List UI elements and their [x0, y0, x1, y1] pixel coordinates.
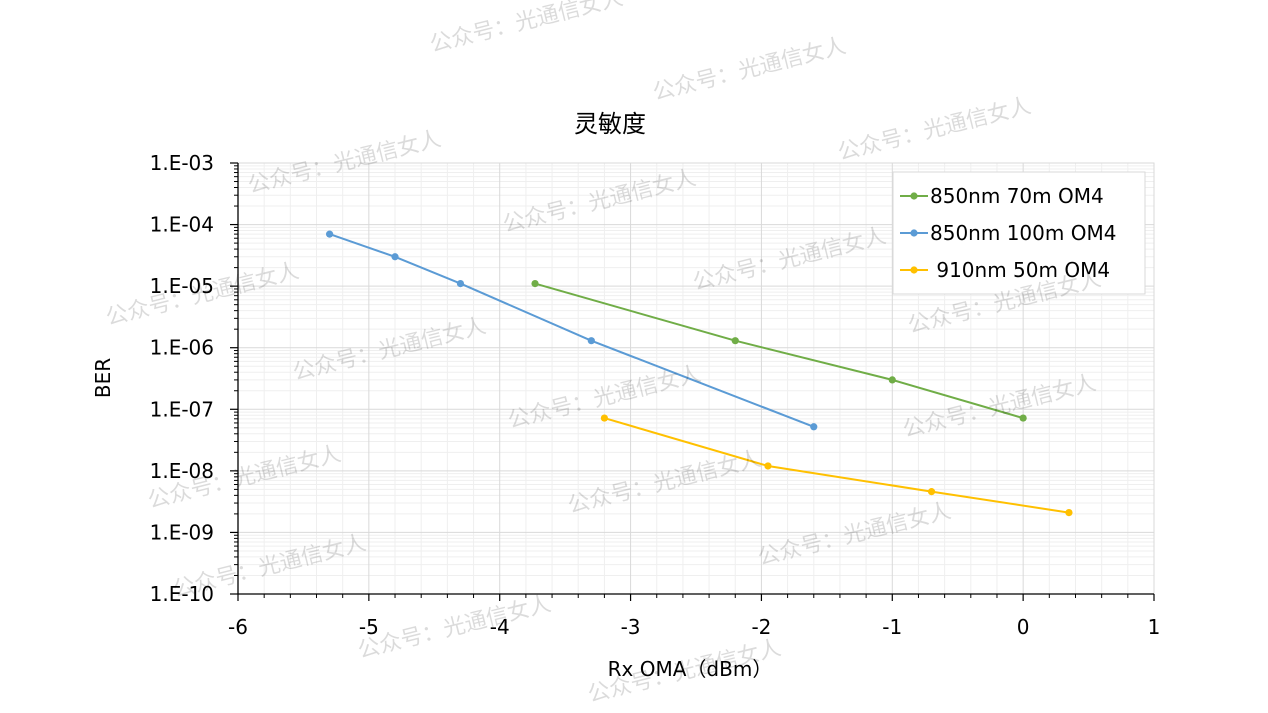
- data-point-series-2: [587, 337, 595, 345]
- y-tick-label: 1.E-06: [150, 336, 214, 360]
- x-tick-label: -3: [621, 615, 641, 639]
- x-tick-label: -5: [359, 615, 379, 639]
- data-point-series-2: [456, 279, 465, 288]
- data-point-series-1: [1019, 414, 1027, 422]
- data-point-series-1: [888, 376, 896, 384]
- y-tick-label: 1.E-04: [150, 213, 214, 237]
- legend-swatch-marker-1: [910, 192, 918, 200]
- data-point-series-3: [1065, 508, 1073, 517]
- data-point-series-1: [531, 279, 539, 288]
- data-point-series-3: [600, 414, 609, 422]
- legend-swatch-marker-3: [910, 266, 918, 274]
- y-tick-label: 1.E-08: [150, 459, 214, 483]
- data-point-series-1: [731, 337, 739, 345]
- legend-label-2: 850nm 100m OM4: [930, 221, 1116, 245]
- legend: 850nm 70m OM4 850nm 100m OM4 910nm 50m OM…: [892, 171, 1146, 295]
- data-point-series-2: [810, 423, 818, 431]
- legend-swatch-marker-2: [910, 229, 918, 237]
- x-tick-label: -1: [882, 615, 902, 639]
- series-line-1: [534, 282, 1024, 420]
- data-point-series-2: [326, 230, 334, 238]
- y-tick-label: 1.E-05: [150, 274, 214, 298]
- data-point-series-3: [927, 488, 936, 496]
- x-axis-title: Rx OMA（dBm）: [608, 657, 773, 681]
- y-tick-label: 1.E-09: [150, 520, 214, 544]
- y-axis-title: BER: [91, 358, 115, 398]
- series-group: [326, 230, 1073, 517]
- grid: [238, 163, 1154, 594]
- legend-label-1: 850nm 70m OM4: [930, 184, 1104, 208]
- y-tick-label: 1.E-03: [150, 151, 214, 175]
- series-line-3: [604, 417, 1070, 514]
- y-tick-label: 1.E-07: [150, 397, 214, 421]
- x-tick-label: -6: [228, 615, 248, 639]
- x-tick-label: 1: [1148, 615, 1161, 639]
- legend-box: [892, 171, 1146, 295]
- chart-title: 灵敏度: [574, 110, 646, 138]
- legend-label-3: 910nm 50m OM4: [930, 258, 1110, 282]
- y-tick-label: 1.E-10: [150, 582, 214, 606]
- x-tick-label: 0: [1017, 615, 1030, 639]
- data-point-series-3: [764, 462, 772, 470]
- data-point-series-2: [391, 253, 399, 261]
- x-tick-label: -4: [490, 615, 510, 639]
- axes: -6 -5 -4 -3 -2 -1 0 1 1.E-03 1.E-04 1.E-05 1.E-06 1.…: [150, 151, 1161, 639]
- x-tick-label: -2: [751, 615, 771, 639]
